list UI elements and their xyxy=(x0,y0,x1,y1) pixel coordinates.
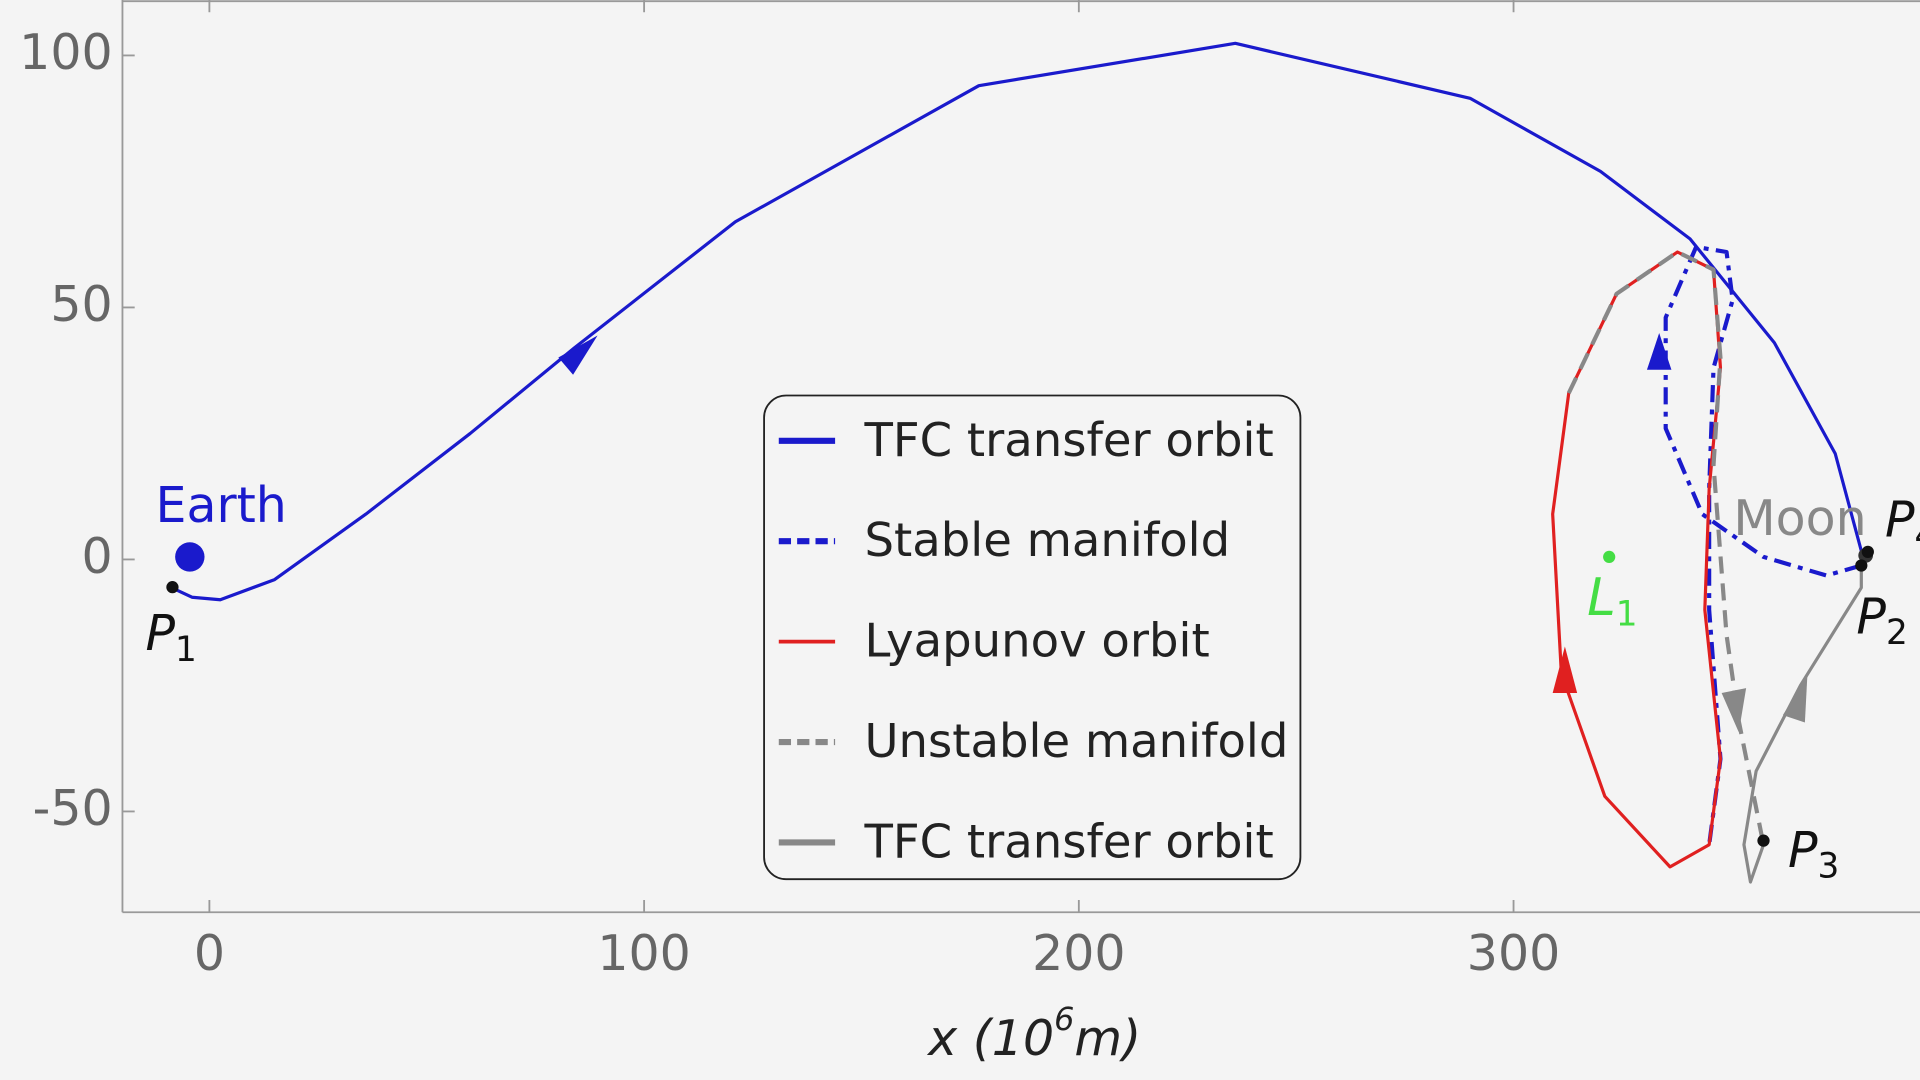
x-tick-label: 0 xyxy=(194,925,225,982)
point-label-main: Moon xyxy=(1733,490,1866,547)
x-tick-label: 200 xyxy=(1032,925,1125,982)
point-label: P4 xyxy=(1885,491,1920,556)
point-label: P3 xyxy=(1788,821,1839,886)
arrow xyxy=(1646,333,1672,370)
point xyxy=(1861,545,1874,559)
x-label-sup: 6 xyxy=(1054,1000,1074,1038)
point-label-sub: 1 xyxy=(1616,594,1638,634)
point-label-sub: 1 xyxy=(175,629,197,669)
x-tick-label: 300 xyxy=(1467,925,1560,982)
point-label: P2 xyxy=(1856,588,1907,653)
arrow xyxy=(1782,675,1808,723)
arrow xyxy=(1721,688,1747,733)
series-line xyxy=(1742,565,1863,884)
point-label-sub: 2 xyxy=(1886,613,1908,653)
point-label-sub: 4 xyxy=(1915,516,1920,556)
point-label-main: P xyxy=(1856,588,1886,645)
point xyxy=(166,581,179,594)
point-label-main: P xyxy=(1885,491,1915,548)
legend-box xyxy=(763,394,1302,881)
y-tick-label: 100 xyxy=(19,24,112,81)
y-tick-label: 50 xyxy=(50,276,112,333)
x-tick-label: 100 xyxy=(597,925,690,982)
series-line xyxy=(170,41,1863,602)
point-label-main: P xyxy=(146,605,176,662)
x-axis-label: x (106m) xyxy=(926,1000,1141,1066)
axes: 0 100 200 300 -50 0 50 100 xyxy=(19,0,1920,982)
plot-area: EarthL1MoonP1P2P3P4 xyxy=(146,41,1920,886)
point xyxy=(1757,834,1770,847)
legend-label: Stable manifold xyxy=(864,513,1230,567)
series-line xyxy=(1663,244,1862,845)
legend-label: TFC transfer orbit xyxy=(863,814,1273,868)
arrow xyxy=(1552,646,1578,694)
point-label-main: P xyxy=(1788,821,1818,878)
point xyxy=(175,542,205,572)
point-label: Moon xyxy=(1733,490,1866,547)
point xyxy=(1603,550,1616,564)
legend-label: TFC transfer orbit xyxy=(863,413,1273,467)
point-label-sub: 3 xyxy=(1818,846,1840,886)
point xyxy=(1855,559,1868,572)
point-label: L1 xyxy=(1587,568,1637,634)
direction-arrows xyxy=(558,333,1808,733)
point-label: P1 xyxy=(146,605,197,670)
legend-label: Lyapunov orbit xyxy=(864,614,1209,668)
point-label-main: L xyxy=(1587,568,1616,628)
arrow xyxy=(558,335,598,375)
legend: TFC transfer orbit Stable manifold Lyapuno… xyxy=(763,394,1302,881)
point-label: Earth xyxy=(156,476,287,533)
point-label-main: Earth xyxy=(156,476,287,533)
y-tick-label: 0 xyxy=(81,528,112,585)
series-line xyxy=(1551,250,1723,869)
y-tick-label: -50 xyxy=(33,780,113,837)
x-label-unit: m) xyxy=(1074,1009,1141,1066)
x-label-main: x (10 xyxy=(926,1009,1054,1066)
legend-label: Unstable manifold xyxy=(864,714,1288,768)
